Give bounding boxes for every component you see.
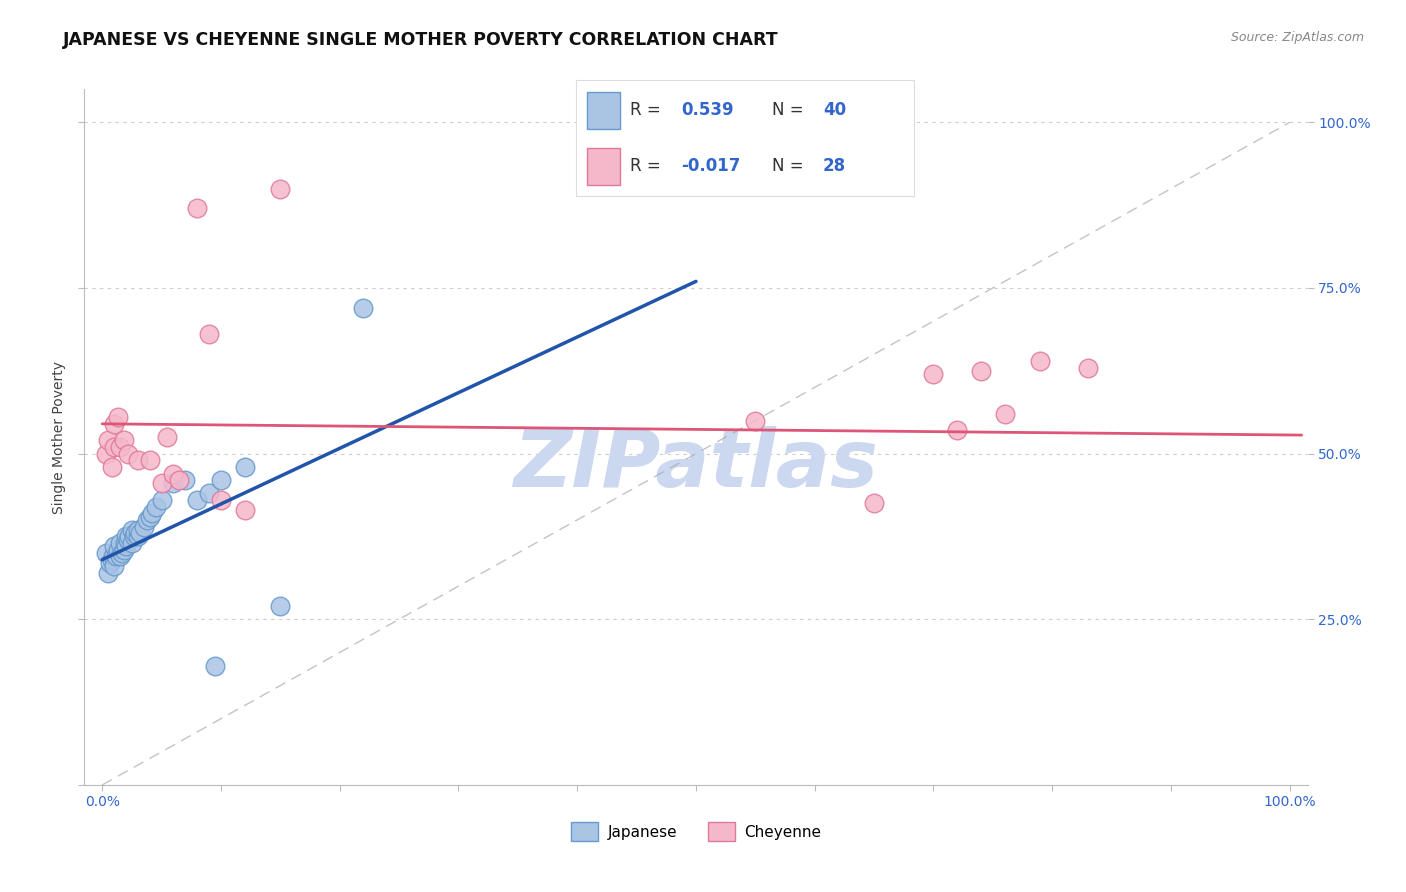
Point	[100, 552, 122, 566]
Text: N =: N =	[772, 102, 808, 120]
Point	[269, 181, 291, 195]
Point	[863, 496, 886, 510]
Point	[112, 542, 135, 557]
Y-axis label: Single Mother Poverty: Single Mother Poverty	[52, 360, 66, 514]
Point	[209, 473, 232, 487]
Point	[107, 410, 129, 425]
Point	[233, 459, 256, 474]
Point	[1077, 360, 1099, 375]
Point	[136, 513, 159, 527]
Point	[162, 476, 184, 491]
Point	[922, 367, 945, 381]
Point	[169, 473, 191, 487]
Point	[103, 559, 125, 574]
Point	[127, 453, 149, 467]
Point	[121, 536, 143, 550]
Point	[115, 540, 138, 554]
Point	[174, 473, 197, 487]
Point	[132, 519, 155, 533]
Point	[108, 536, 131, 550]
Point	[198, 486, 221, 500]
Point	[150, 493, 173, 508]
Point	[156, 430, 179, 444]
Point	[124, 526, 146, 541]
Point	[118, 529, 141, 543]
Point	[107, 542, 129, 557]
Point	[121, 523, 143, 537]
Text: N =: N =	[772, 157, 808, 175]
Point	[103, 440, 125, 454]
Point	[114, 536, 136, 550]
FancyBboxPatch shape	[586, 92, 620, 129]
Point	[108, 549, 131, 564]
Point	[100, 556, 122, 570]
Point	[233, 503, 256, 517]
Point	[105, 549, 128, 564]
Point	[198, 327, 221, 342]
Point	[141, 506, 163, 520]
Point	[103, 417, 125, 431]
Text: R =: R =	[630, 157, 666, 175]
Point	[101, 549, 124, 564]
Point	[122, 529, 145, 543]
Legend: Japanese, Cheyenne: Japanese, Cheyenne	[565, 816, 827, 847]
Point	[145, 500, 167, 514]
Point	[209, 493, 232, 508]
Point	[127, 523, 149, 537]
Point	[94, 546, 117, 560]
Point	[112, 434, 135, 448]
Point	[129, 526, 152, 541]
Point	[352, 301, 374, 315]
Point	[117, 447, 139, 461]
Point	[138, 509, 160, 524]
Point	[117, 533, 139, 547]
Point	[946, 424, 969, 438]
Point	[186, 202, 208, 216]
Point	[269, 599, 291, 613]
Text: R =: R =	[630, 102, 666, 120]
Point	[108, 440, 131, 454]
Point	[162, 467, 184, 481]
Point	[186, 493, 208, 508]
Point	[103, 540, 125, 554]
Point	[744, 413, 766, 427]
Text: 0.539: 0.539	[681, 102, 734, 120]
Point	[100, 459, 122, 474]
Point	[97, 566, 120, 580]
Point	[127, 529, 149, 543]
Point	[204, 658, 226, 673]
Text: 28: 28	[823, 157, 846, 175]
Point	[1029, 354, 1052, 368]
Point	[138, 453, 160, 467]
Point	[97, 434, 120, 448]
Text: Source: ZipAtlas.com: Source: ZipAtlas.com	[1230, 31, 1364, 45]
FancyBboxPatch shape	[586, 147, 620, 185]
Point	[970, 364, 993, 378]
Point	[115, 529, 138, 543]
Point	[150, 476, 173, 491]
Text: 40: 40	[823, 102, 846, 120]
Point	[94, 447, 117, 461]
Point	[111, 546, 134, 560]
Text: ZIPatlas: ZIPatlas	[513, 425, 879, 504]
Text: JAPANESE VS CHEYENNE SINGLE MOTHER POVERTY CORRELATION CHART: JAPANESE VS CHEYENNE SINGLE MOTHER POVER…	[63, 31, 779, 49]
Text: -0.017: -0.017	[681, 157, 741, 175]
Point	[994, 407, 1017, 421]
